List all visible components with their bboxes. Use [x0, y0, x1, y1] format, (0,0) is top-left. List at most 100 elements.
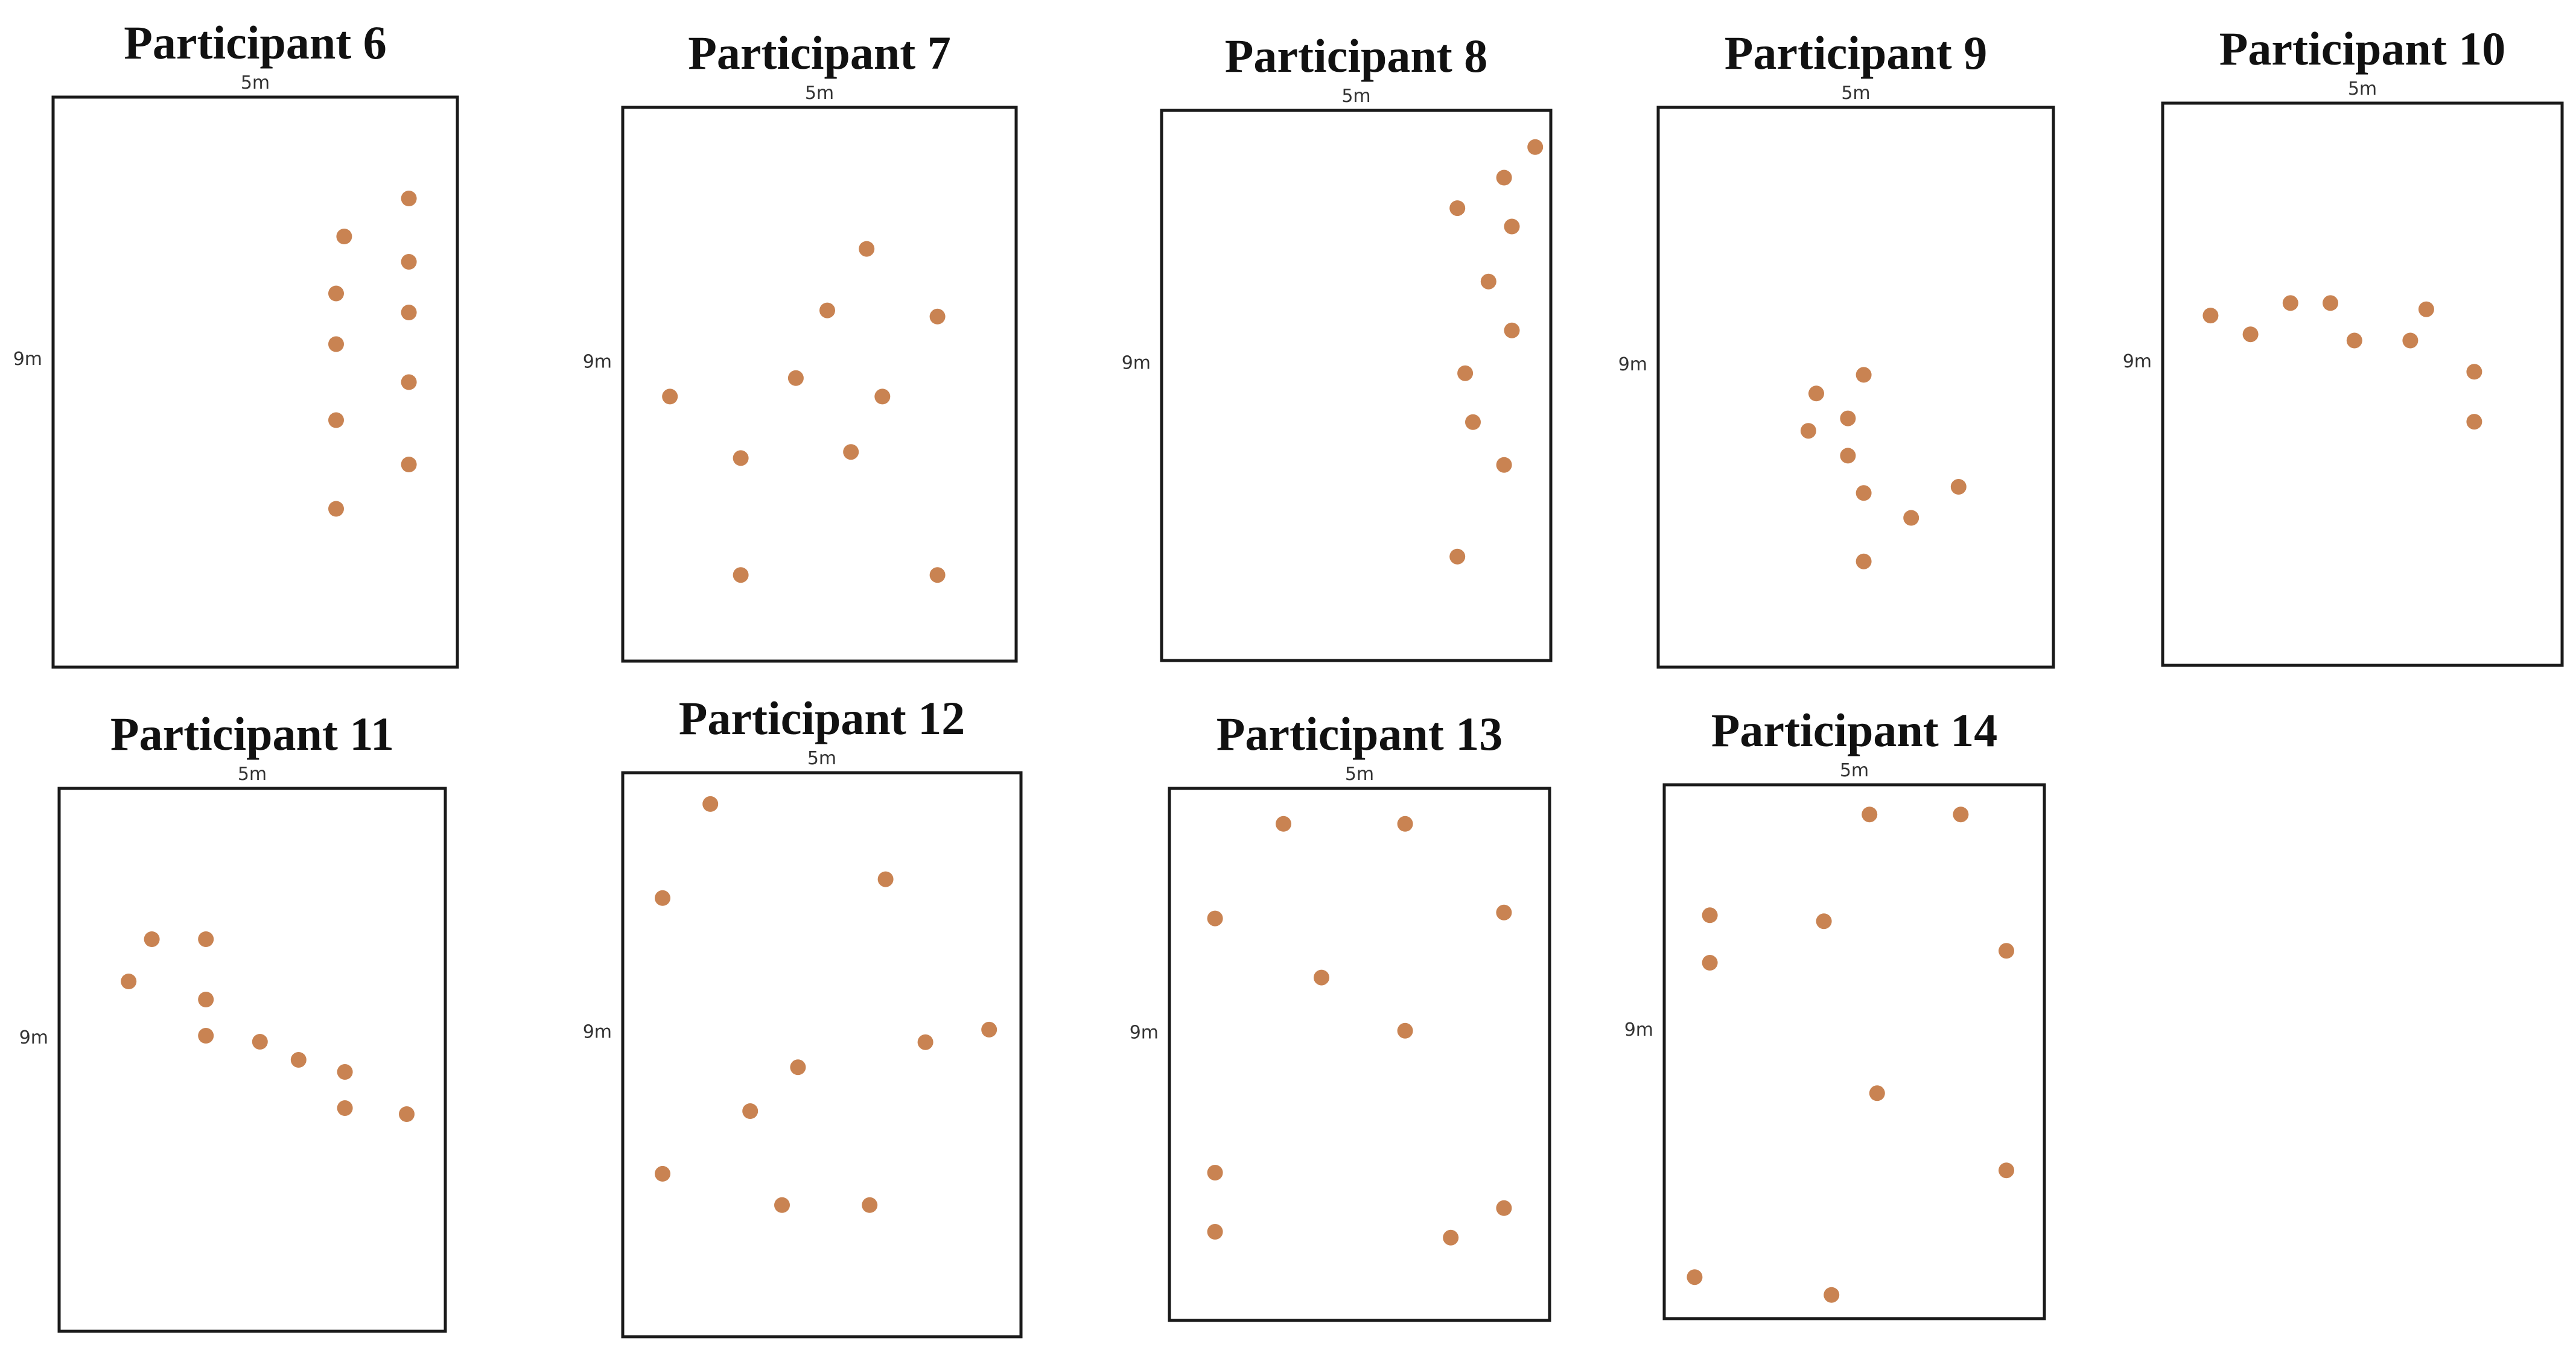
- position-marker: [144, 931, 160, 947]
- position-marker: [929, 567, 946, 583]
- panel-title: Participant 14: [1711, 704, 1997, 756]
- position-marker: [1496, 170, 1512, 186]
- position-marker: [1397, 816, 1413, 832]
- position-marker: [1816, 913, 1832, 930]
- room-outline: [621, 771, 1023, 1339]
- position-marker: [1869, 1085, 1885, 1101]
- position-marker: [2346, 332, 2362, 349]
- position-marker: [2466, 364, 2482, 380]
- position-marker: [1504, 322, 1520, 338]
- position-marker: [929, 308, 946, 325]
- position-marker: [702, 796, 719, 812]
- position-marker: [1314, 969, 1329, 986]
- panel-title: Participant 9: [1725, 27, 1987, 79]
- position-marker: [1457, 365, 1474, 381]
- position-marker: [1702, 907, 1718, 924]
- position-marker: [399, 1106, 415, 1122]
- height-label: 9m: [583, 1021, 612, 1042]
- room-outline: [2161, 101, 2564, 667]
- position-marker: [1504, 218, 1520, 235]
- position-marker: [733, 450, 749, 466]
- position-marker: [877, 871, 894, 887]
- width-label: 5m: [238, 764, 267, 785]
- participant-panel: Participant 12 5m 9m: [583, 692, 1023, 1339]
- position-marker: [1862, 806, 1878, 823]
- position-marker: [1999, 1162, 2014, 1179]
- participant-panel: Participant 8 5m 9m: [1122, 30, 1553, 662]
- panel-title: Participant 13: [1216, 708, 1503, 760]
- position-marker: [1856, 485, 1872, 501]
- height-label: 9m: [19, 1027, 48, 1048]
- position-marker: [917, 1034, 933, 1050]
- position-marker: [1465, 414, 1481, 430]
- position-marker: [401, 457, 417, 472]
- panel-title: Participant 11: [110, 708, 394, 760]
- position-marker: [1496, 904, 1512, 920]
- position-marker: [1397, 1022, 1413, 1039]
- position-marker: [733, 567, 749, 583]
- room-outline: [1168, 787, 1551, 1322]
- position-marker: [862, 1197, 878, 1213]
- position-marker: [2402, 332, 2419, 349]
- position-marker: [1480, 273, 1496, 290]
- position-marker: [787, 370, 804, 386]
- position-marker: [1276, 816, 1291, 832]
- position-marker: [198, 1028, 214, 1044]
- position-marker: [328, 285, 344, 302]
- width-label: 5m: [2348, 78, 2377, 100]
- participant-panel: Participant 13 5m 9m: [1130, 708, 1551, 1322]
- participant-panel: Participant 14 5m 9m: [1624, 704, 2046, 1320]
- position-marker: [2466, 414, 2482, 430]
- participant-panel: Participant 6 5m 9m: [13, 16, 459, 669]
- position-marker: [1702, 955, 1718, 971]
- position-marker: [1808, 385, 1824, 402]
- position-marker: [401, 191, 417, 206]
- position-marker: [655, 1165, 670, 1182]
- width-label: 5m: [1345, 764, 1374, 785]
- position-marker: [1800, 423, 1816, 439]
- position-marker: [1207, 910, 1223, 927]
- participant-panel: Participant 9 5m 9m: [1618, 27, 2055, 669]
- position-marker: [662, 388, 678, 405]
- room-outline: [51, 95, 459, 669]
- position-marker: [819, 302, 835, 318]
- participant-panel: Participant 11 5m 9m: [19, 708, 447, 1333]
- position-marker: [1207, 1224, 1223, 1240]
- position-marker: [1207, 1165, 1223, 1180]
- height-label: 9m: [2123, 351, 2152, 372]
- position-marker: [1950, 479, 1967, 495]
- position-marker: [1496, 457, 1512, 473]
- panel-title: Participant 6: [124, 16, 386, 69]
- position-marker: [742, 1103, 758, 1119]
- position-marker: [121, 974, 137, 989]
- width-label: 5m: [1841, 83, 1870, 104]
- position-marker: [337, 1100, 353, 1116]
- position-marker: [401, 374, 417, 390]
- position-marker: [1856, 367, 1872, 383]
- height-label: 9m: [1624, 1019, 1653, 1041]
- position-marker: [774, 1197, 790, 1213]
- position-marker: [198, 931, 214, 947]
- position-marker: [401, 305, 417, 320]
- position-marker: [252, 1034, 268, 1050]
- width-label: 5m: [1341, 86, 1370, 107]
- room-outline: [57, 787, 447, 1333]
- position-marker: [874, 388, 891, 405]
- height-label: 9m: [583, 351, 612, 372]
- position-marker: [1999, 943, 2014, 959]
- position-marker: [2202, 308, 2219, 324]
- position-marker: [1903, 510, 1919, 526]
- position-marker: [2418, 301, 2434, 317]
- height-label: 9m: [13, 349, 42, 370]
- panel-title: Participant 10: [2219, 22, 2505, 75]
- position-marker: [1496, 1200, 1512, 1216]
- position-marker: [1840, 410, 1856, 426]
- panel-title: Participant 8: [1225, 30, 1487, 82]
- panel-title: Participant 7: [688, 27, 950, 79]
- panel-title: Participant 12: [679, 692, 965, 744]
- position-marker: [401, 254, 417, 270]
- room-outline: [1656, 106, 2055, 669]
- width-label: 5m: [1840, 760, 1869, 781]
- room-outline: [1662, 783, 2046, 1320]
